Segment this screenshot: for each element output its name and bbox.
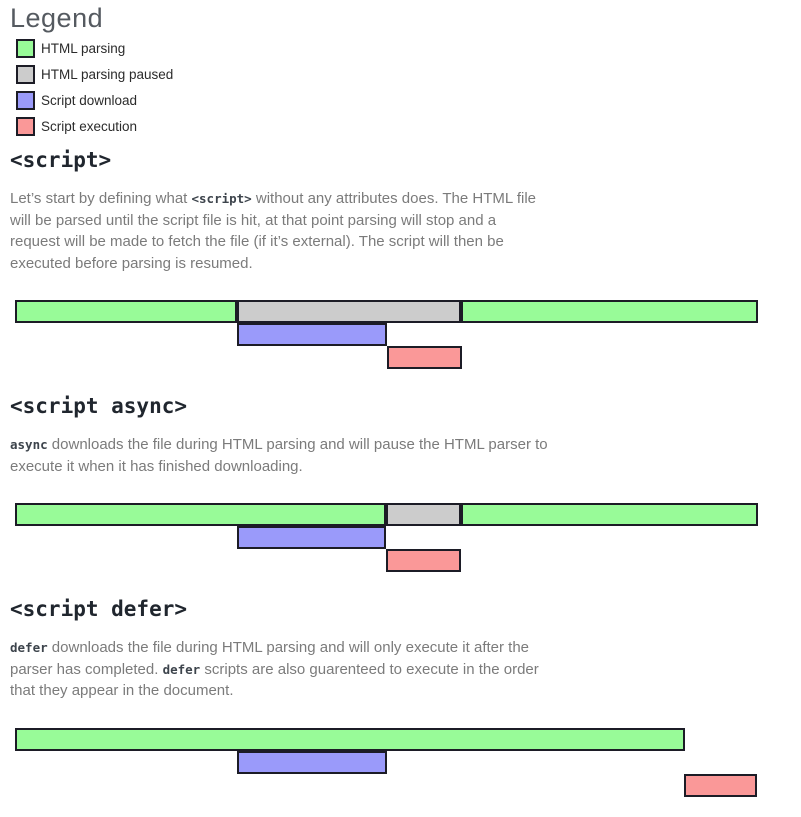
legend-label: HTML parsing paused: [41, 67, 174, 82]
timeline-diagram: [15, 300, 758, 369]
script-download-bar: [237, 750, 387, 774]
sections-container: <script> Let’s start by defining what <s…: [0, 147, 801, 797]
script-execution-swatch: [16, 117, 35, 136]
legend-label: Script execution: [41, 119, 138, 134]
legend-item: HTML parsing: [16, 39, 801, 58]
section: <script async> async downloads the file …: [0, 393, 801, 572]
script-download-swatch: [16, 91, 35, 110]
section-heading: <script defer>: [10, 597, 188, 621]
html-parsing-paused-bar: [386, 503, 461, 526]
legend-label: Script download: [41, 93, 138, 108]
script-execution-bar: [386, 549, 461, 572]
section: <script defer> defer downloads the file …: [0, 596, 801, 797]
inline-code: async: [10, 437, 48, 452]
legend: HTML parsing HTML parsing paused Script …: [16, 39, 801, 136]
html-parsing-bar: [461, 300, 758, 323]
section-paragraph: async downloads the file during HTML par…: [10, 434, 550, 477]
html-parsing-bar: [15, 727, 685, 751]
paragraph-text: scripts are also guarenteed to execute i…: [10, 660, 539, 700]
section-paragraph: defer downloads the file during HTML par…: [10, 637, 550, 702]
html-parsing-swatch: [16, 39, 35, 58]
script-execution-bar: [387, 346, 462, 369]
paragraph-text: downloads the file during HTML parsing a…: [10, 639, 530, 678]
html-parsing-bar: [15, 300, 237, 323]
paragraph-text: without any attributes does. The HTML fi…: [10, 190, 537, 272]
legend-label: HTML parsing: [41, 41, 126, 56]
script-download-bar: [237, 526, 386, 549]
script-download-bar: [237, 323, 387, 346]
section-heading: <script async>: [10, 394, 188, 418]
section-paragraph: Let’s start by defining what <script> wi…: [10, 188, 550, 274]
legend-item: Script execution: [16, 117, 801, 136]
section-heading: <script>: [10, 148, 112, 172]
html-parsing-paused-swatch: [16, 65, 35, 84]
inline-code: defer: [162, 661, 201, 677]
paragraph-text: downloads the file during HTML parsing a…: [10, 436, 548, 475]
inline-code: <script>: [191, 191, 252, 206]
html-parsing-bar: [15, 503, 386, 526]
legend-item: Script download: [16, 91, 801, 110]
timeline-diagram: [15, 727, 758, 797]
html-parsing-paused-bar: [237, 300, 461, 323]
section: <script> Let’s start by defining what <s…: [0, 147, 801, 369]
legend-title: Legend: [10, 3, 104, 33]
article-page: Legend HTML parsing HTML parsing paused …: [0, 3, 801, 797]
html-parsing-bar: [461, 503, 758, 526]
script-execution-bar: [684, 773, 757, 797]
timeline-diagram: [15, 503, 758, 572]
paragraph-text: Let’s start by defining what: [10, 190, 192, 207]
inline-code: defer: [10, 640, 48, 655]
legend-item: HTML parsing paused: [16, 65, 801, 84]
